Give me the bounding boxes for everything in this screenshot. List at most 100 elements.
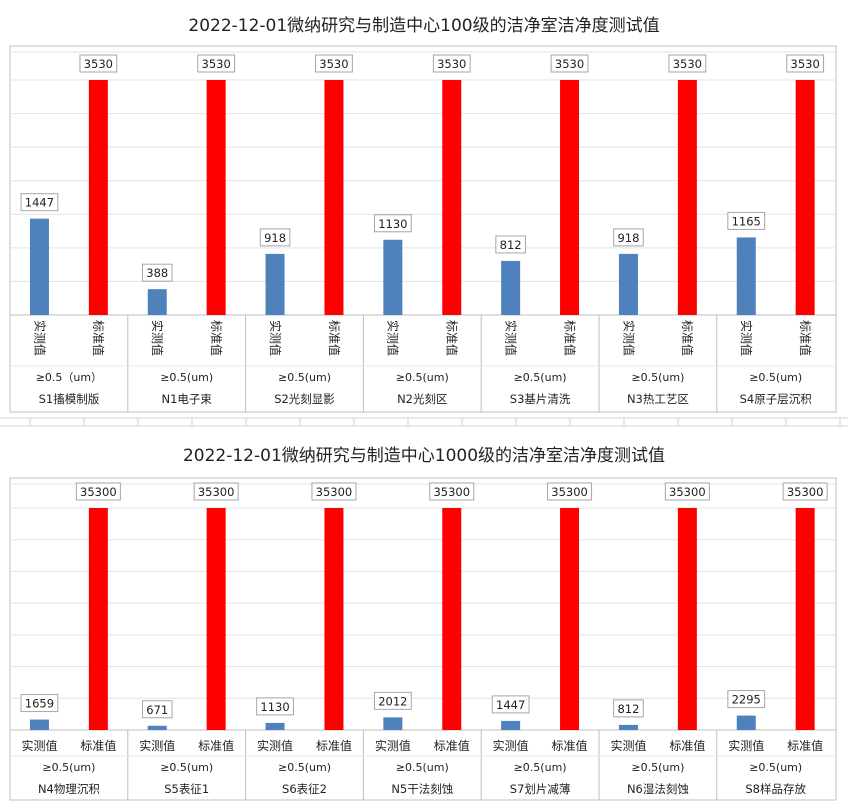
series-label-measured: 实测值 (268, 320, 283, 356)
series-label-measured: 实测值 (610, 738, 646, 753)
data-label-standard: 35300 (669, 485, 706, 499)
series-label-standard: 标准值 (327, 320, 342, 356)
data-label-standard-box (79, 54, 118, 73)
data-label-measured-box (20, 193, 59, 212)
bar-standard (324, 508, 344, 730)
particle-size-label: ≥0.5(um) (514, 371, 567, 384)
bar-measured (29, 218, 49, 315)
bar-measured (383, 717, 403, 730)
series-label-standard: 标准值 (562, 320, 577, 356)
bar-measured (618, 253, 638, 315)
data-label-measured: 2012 (378, 694, 407, 708)
series-label-standard: 标准值 (445, 320, 460, 356)
data-label-standard: 3530 (84, 57, 113, 71)
data-label-measured-box (259, 228, 291, 247)
bar-standard (206, 508, 226, 730)
series-label-standard: 标准值 (198, 738, 234, 753)
data-label-measured-box (727, 690, 766, 709)
category-label: S3基片清洗 (510, 392, 571, 406)
chart-frame (9, 477, 837, 801)
data-label-measured-box (141, 263, 173, 282)
series-label-standard: 标准值 (80, 738, 116, 753)
series-label-standard: 标准值 (434, 738, 470, 753)
series-label-measured: 实测值 (139, 738, 175, 753)
series-label-measured: 实测值 (375, 738, 411, 753)
particle-size-label: ≥0.5(um) (749, 371, 802, 384)
bar-standard (442, 508, 462, 730)
bar-standard (795, 80, 815, 315)
category-label: N2光刻区 (397, 392, 447, 406)
bar-standard (560, 80, 580, 315)
data-label-measured: 918 (617, 231, 639, 245)
data-label-standard: 3530 (319, 57, 348, 71)
category-label: N1电子束 (161, 392, 212, 406)
category-label: S5表征1 (164, 782, 209, 796)
data-label-standard-box (315, 54, 353, 73)
bar-standard (442, 80, 462, 315)
bar-standard (795, 508, 815, 730)
series-label-standard: 标准值 (787, 738, 823, 753)
data-label-measured: 812 (500, 238, 522, 252)
data-label-measured-box (495, 235, 526, 254)
bar-measured (501, 720, 521, 730)
category-label: S2光刻显影 (274, 392, 335, 406)
category-label: N5干法刻蚀 (391, 782, 453, 796)
series-label-measured: 实测值 (32, 320, 47, 356)
bar-standard (88, 80, 108, 315)
bar-standard (677, 80, 697, 315)
data-label-standard-box (75, 482, 121, 501)
data-label-standard: 35300 (787, 485, 824, 499)
category-label: N4物理沉积 (38, 782, 100, 796)
data-label-measured-box (613, 699, 644, 718)
data-label-measured: 812 (617, 702, 639, 716)
chart-frame (9, 45, 837, 413)
data-label-standard: 3530 (673, 57, 702, 71)
category-label: N3热工艺区 (627, 392, 689, 406)
data-label-measured-box (491, 695, 530, 714)
category-label: S7划片减薄 (510, 782, 571, 796)
series-label-measured: 实测值 (493, 738, 529, 753)
series-label-standard: 标准值 (209, 320, 224, 356)
data-label-standard: 35300 (316, 485, 353, 499)
particle-size-label: ≥0.5(um) (631, 761, 684, 774)
data-label-standard-box (786, 54, 825, 73)
data-label-standard: 35300 (551, 485, 588, 499)
bar-measured (383, 239, 403, 315)
series-label-measured: 实测值 (728, 738, 764, 753)
data-label-measured: 918 (264, 231, 286, 245)
category-label: N6湿法刻蚀 (627, 782, 689, 796)
category-label: S6表征2 (282, 782, 327, 796)
bar-measured (618, 724, 638, 730)
data-label-measured-box (727, 211, 766, 230)
data-label-standard: 35300 (80, 485, 117, 499)
data-label-standard-box (668, 54, 707, 73)
series-label-measured: 实测值 (739, 320, 754, 356)
bar-measured (736, 237, 756, 315)
particle-size-label: ≥0.5(um) (160, 761, 213, 774)
category-label: S8样品存放 (745, 782, 806, 796)
bar-standard (677, 508, 697, 730)
particle-size-label: ≥0.5(um) (396, 761, 449, 774)
particle-size-label: ≥0.5(um) (514, 761, 567, 774)
particle-size-label: ≥0.5(um) (42, 761, 95, 774)
series-label-measured: 实测值 (257, 738, 293, 753)
data-label-measured: 2295 (732, 693, 761, 707)
data-label-standard-box (429, 482, 475, 501)
series-label-standard: 标准值 (91, 320, 106, 356)
data-label-standard-box (311, 482, 357, 501)
particle-size-label: ≥0.5(um) (631, 371, 684, 384)
series-label-measured: 实测值 (21, 738, 57, 753)
data-label-standard-box (550, 54, 589, 73)
data-label-standard-box (664, 482, 710, 501)
chart-1-title: 2022-12-01微纳研究与制造中心100级的洁净室洁净度测试值 (188, 16, 660, 36)
data-label-measured: 1165 (732, 214, 761, 228)
data-label-measured: 1130 (378, 217, 407, 231)
data-label-measured-box (613, 228, 644, 247)
series-label-measured: 实测值 (150, 320, 165, 356)
particle-size-label: ≥0.5(um) (278, 371, 331, 384)
bar-measured (147, 725, 167, 730)
series-label-standard: 标准值 (680, 320, 695, 356)
bar-standard (206, 80, 226, 315)
bar-standard (88, 508, 108, 730)
